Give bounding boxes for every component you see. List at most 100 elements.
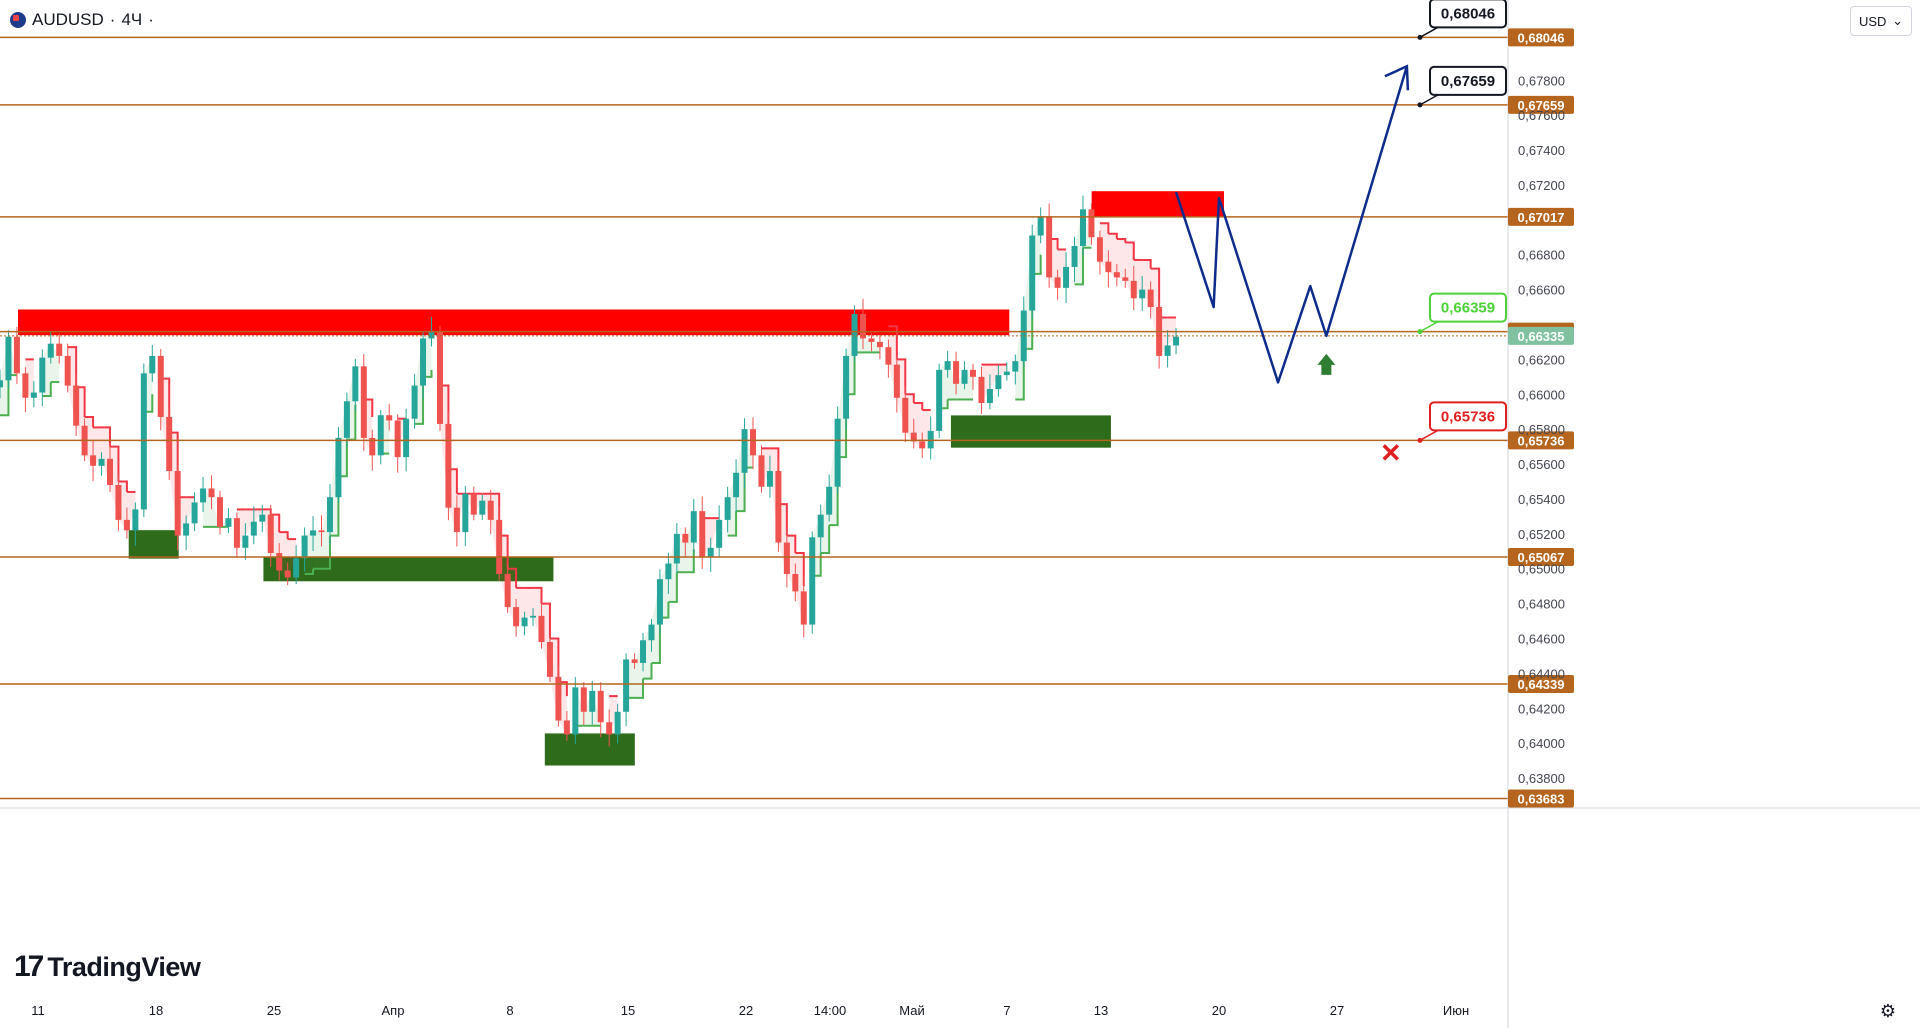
candle-body (563, 720, 570, 735)
candle (614, 703, 621, 744)
trailing-stop-segment (888, 325, 898, 360)
candle-body (335, 437, 342, 498)
level-price-label: 0,67017 (1518, 210, 1565, 225)
candle (166, 408, 173, 480)
candle-body (259, 514, 266, 522)
candle-body (470, 493, 477, 515)
candle (673, 523, 680, 574)
candle-body (394, 420, 401, 458)
trail-fill (211, 497, 220, 527)
candle (216, 490, 223, 535)
candle (132, 502, 139, 546)
candle-body (1105, 261, 1112, 273)
candle (530, 608, 537, 626)
candle-body (758, 455, 765, 487)
candle-body (250, 521, 257, 536)
trailing-stop-segment (1125, 241, 1135, 260)
candle (919, 432, 926, 458)
candle-body (961, 369, 968, 384)
candle (1096, 230, 1103, 275)
trailing-stop-segment (896, 358, 907, 395)
candle (335, 426, 342, 503)
trailing-stop-segment (0, 375, 10, 417)
candle (56, 333, 63, 364)
candle-body (860, 314, 867, 339)
currency-select[interactable]: USD ⌄ (1850, 6, 1912, 36)
callout-anchor (1417, 102, 1423, 108)
level-price-badge (1508, 431, 1574, 450)
candle (5, 330, 12, 389)
candle (149, 344, 156, 383)
candle-body (1054, 277, 1061, 288)
candle (860, 298, 867, 350)
candle (995, 365, 1002, 397)
candle-body (276, 553, 283, 571)
candle-body (513, 607, 520, 627)
callout-leader (1419, 94, 1439, 106)
candle-body (597, 690, 604, 723)
currency-label: USD (1859, 13, 1887, 29)
y-tick-label: 0,67600 (1518, 108, 1565, 123)
callout-box (1429, 401, 1507, 432)
candle-body (606, 722, 613, 735)
candle-body (1029, 235, 1036, 311)
tradingview-mark-icon: 17 (14, 950, 44, 983)
x-tick-label: 18 (149, 1003, 163, 1018)
x-tick-label: Апр (382, 1003, 405, 1018)
candle-body (885, 347, 892, 365)
candle (910, 418, 917, 449)
candle (343, 392, 350, 447)
y-tick-label: 0,64600 (1518, 632, 1565, 647)
candle (513, 598, 520, 637)
candle-body (360, 366, 367, 438)
candle-body (986, 389, 993, 403)
candle (690, 499, 697, 554)
candle-body (90, 455, 97, 466)
candle-body (1071, 245, 1078, 267)
candle-body (1063, 266, 1070, 288)
gear-icon[interactable]: ⚙ (1879, 1000, 1897, 1021)
candle-body (936, 369, 943, 431)
candle-body (326, 497, 333, 533)
levels-layer (0, 36, 1508, 800)
candle-body (1147, 289, 1154, 308)
x-tick-label: 7 (1003, 1003, 1010, 1018)
candle (73, 374, 80, 437)
y-tick-label: 0,65600 (1518, 457, 1565, 472)
candle-body (631, 659, 638, 663)
separator-dot: · (148, 10, 154, 29)
candle-body (1173, 336, 1180, 346)
candle (716, 505, 723, 558)
candle (978, 366, 985, 415)
candle-body (39, 357, 46, 393)
candle (1139, 276, 1146, 311)
trail-fill (287, 539, 297, 578)
candle-body (640, 640, 647, 663)
zones-layer (18, 191, 1224, 766)
candle-body (530, 615, 537, 618)
trailing-stop-segment (321, 535, 331, 570)
x-tick-label: 11 (31, 1003, 45, 1018)
y-tick-label: 0,66000 (1518, 387, 1565, 402)
candle-body (479, 500, 486, 515)
candle (851, 305, 858, 362)
candle (250, 506, 257, 545)
target-1-callout: 0,67659 (1417, 65, 1507, 108)
candle (631, 653, 638, 669)
candle (1063, 252, 1070, 304)
trailing-stop-segment (67, 346, 78, 388)
x-tick-label: Май (899, 1003, 924, 1018)
symbol-header[interactable]: AUDUSD · 4Ч · (10, 10, 154, 30)
candle (589, 680, 596, 725)
trail-fill (922, 409, 931, 449)
candle (733, 459, 740, 513)
candle (775, 458, 782, 552)
x-tick-label: 25 (267, 1003, 281, 1018)
candle (665, 552, 672, 594)
candle-body (1164, 345, 1171, 356)
candle-body (496, 519, 503, 574)
tradingview-wordmark: TradingView (47, 951, 201, 982)
level-price-badge (1508, 28, 1574, 47)
candle-body (200, 488, 207, 503)
